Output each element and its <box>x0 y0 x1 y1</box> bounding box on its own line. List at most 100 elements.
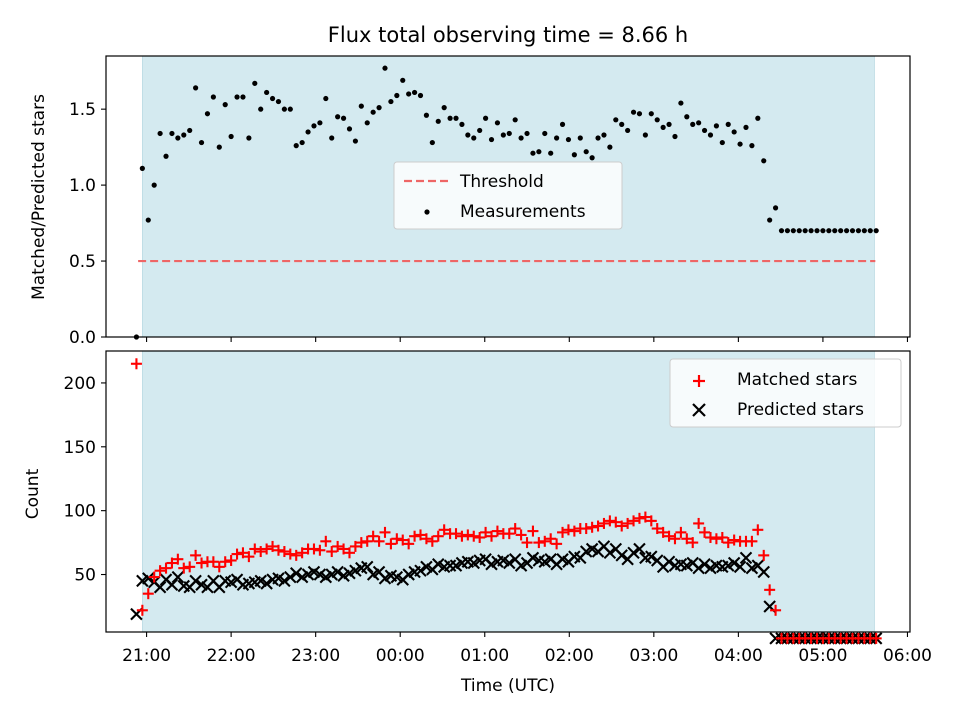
ratio-point <box>477 127 483 134</box>
ratio-point <box>275 98 282 105</box>
predicted-point <box>739 551 753 565</box>
ratio-point <box>287 106 293 112</box>
ratio-point <box>252 80 258 86</box>
matched-point <box>687 537 699 549</box>
ratio-point <box>139 165 145 171</box>
ratio-point <box>784 228 791 234</box>
top-y-tick-label: 0.0 <box>69 328 96 348</box>
ratio-point <box>867 228 873 234</box>
ratio-point <box>571 152 577 158</box>
x-tick-label: 06:00 <box>883 646 932 666</box>
ratio-point <box>447 115 453 121</box>
matched-point <box>432 530 444 542</box>
ratio-point <box>193 85 199 91</box>
ratio-point <box>264 89 270 96</box>
matched-point <box>231 548 243 560</box>
ratio-point <box>459 121 465 127</box>
matched-point <box>284 548 296 560</box>
ratio-point <box>772 205 779 211</box>
matched-point <box>480 526 492 538</box>
x-tick-label: 22:00 <box>207 646 256 666</box>
matched-point <box>533 537 545 549</box>
measurements-legend-swatch <box>424 209 430 215</box>
predicted-point <box>260 577 273 590</box>
predicted-point <box>692 561 705 575</box>
matched-point <box>196 557 208 569</box>
ratio-points <box>133 65 879 340</box>
x-tick-label: 04:00 <box>714 646 763 666</box>
matched-point <box>699 526 711 538</box>
matched-point <box>503 528 515 540</box>
matched-point <box>639 511 651 523</box>
matched-point <box>710 533 722 545</box>
top-panel-frame <box>105 55 911 338</box>
ratio-point <box>234 94 240 100</box>
ratio-point <box>701 127 708 134</box>
matched-point <box>604 515 616 527</box>
matched-point <box>361 535 373 547</box>
matched-point <box>645 515 657 527</box>
bottom-x-axis-ticks: 21:00 22:00 23:00 00:00 01:00 02:00 03:00 04:00… <box>122 632 932 666</box>
ratio-point <box>394 92 400 99</box>
matched-point <box>338 543 350 555</box>
ratio-point <box>518 135 524 141</box>
ratio-point <box>536 149 542 155</box>
ratio-point <box>820 228 826 234</box>
matched-legend-label: Matched stars <box>737 370 857 390</box>
matched-point <box>391 533 403 545</box>
ratio-point <box>790 228 796 234</box>
ratio-point <box>435 118 441 124</box>
ratio-point <box>429 139 435 146</box>
ratio-point <box>843 228 850 234</box>
ratio-point <box>382 65 388 71</box>
matched-point <box>261 543 273 555</box>
matched-point <box>154 565 166 577</box>
ratio-point <box>175 135 181 141</box>
predicted-point <box>615 549 628 562</box>
matched-point <box>320 535 332 547</box>
matched-point <box>237 547 249 559</box>
matched-point <box>491 525 503 537</box>
matched-point <box>308 543 320 555</box>
ratio-point <box>423 112 430 118</box>
bottom-panel-frame <box>105 350 911 633</box>
ratio-point <box>370 109 376 115</box>
ratio-point <box>181 132 187 138</box>
matched-point <box>557 526 569 538</box>
matched-point <box>527 525 539 537</box>
matched-point <box>379 526 391 538</box>
top-x-axis-ticks <box>146 337 909 342</box>
ratio-point <box>619 121 625 127</box>
matched-point <box>580 523 592 535</box>
ratio-point <box>630 109 637 115</box>
predicted-point <box>733 560 747 574</box>
ratio-point <box>731 129 737 135</box>
predicted-point <box>645 550 658 563</box>
matched-point <box>272 544 284 556</box>
bottom-y-axis-ticks: 50 100 150 200 <box>64 374 106 586</box>
top-legend: Threshold Measurements <box>393 161 623 230</box>
ratio-point <box>642 132 648 138</box>
ratio-point <box>246 135 252 141</box>
matched-point <box>166 557 178 569</box>
matched-point <box>172 553 184 565</box>
ratio-point <box>548 150 554 156</box>
ratio-point <box>737 141 743 147</box>
matched-point <box>622 517 634 529</box>
matched-point <box>207 556 219 568</box>
ratio-point <box>500 132 506 138</box>
ratio-point <box>471 135 477 141</box>
ratio-point <box>808 228 814 234</box>
matched-point <box>722 537 734 549</box>
matched-legend-swatch <box>693 375 705 387</box>
matched-point <box>414 529 426 541</box>
matched-point <box>764 584 776 596</box>
matched-point <box>178 562 190 574</box>
ratio-point <box>743 124 749 130</box>
predicted-point <box>727 556 741 570</box>
ratio-point <box>388 98 394 105</box>
ratio-point <box>187 127 193 134</box>
bottom-y-axis-label: Count <box>23 468 43 519</box>
ratio-point <box>281 106 287 112</box>
ratio-point <box>713 123 719 129</box>
